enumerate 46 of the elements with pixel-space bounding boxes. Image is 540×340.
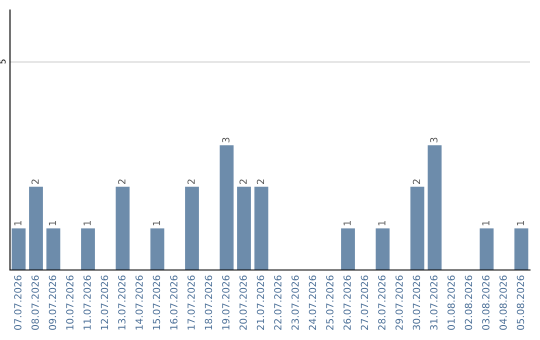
x-tick-label: 26.07.2026: [343, 275, 351, 330]
x-tick-label: 19.07.2026: [222, 275, 230, 330]
data-label: 1: [84, 221, 91, 226]
data-label: 2: [412, 180, 420, 184]
data-label: 1: [152, 221, 160, 226]
x-tick-label: 05.08.2026: [516, 275, 524, 330]
x-tick-label: 08.07.2026: [31, 275, 39, 330]
data-label: 3: [430, 138, 438, 142]
x-tick-label: 01.08.2026: [447, 275, 455, 330]
data-label: 1: [482, 221, 490, 226]
x-tick-label: 03.08.2026: [482, 275, 490, 330]
x-tick-label: 21.07.2026: [256, 275, 264, 330]
x-tick-label: 17.07.2026: [187, 275, 195, 330]
x-tick-label: 28.07.2026: [378, 275, 386, 330]
data-label: 2: [31, 180, 39, 184]
data-label: 2: [118, 180, 126, 184]
data-label: 2: [256, 180, 264, 184]
x-tick-label: 24.07.2026: [308, 275, 316, 330]
x-tick-label: 23.07.2026: [291, 275, 299, 330]
x-tick-label: 18.07.2026: [204, 275, 212, 330]
x-tick-label: 12.07.2026: [100, 275, 108, 330]
data-label: 2: [239, 180, 247, 184]
data-label: 2: [187, 180, 195, 184]
x-tick-label: 10.07.2026: [66, 275, 74, 330]
data-label: 1: [516, 221, 524, 226]
x-tick-label: 15.07.2026: [152, 275, 160, 330]
data-label: 1: [378, 221, 386, 226]
x-tick-label: 02.08.2026: [464, 275, 472, 330]
data-label: 1: [344, 221, 351, 226]
data-label: 3: [222, 138, 230, 142]
data-label: 1: [48, 221, 56, 226]
x-tick-label: 14.07.2026: [135, 275, 143, 330]
x-tick-label: 31.07.2026: [430, 275, 438, 330]
x-tick-label: 16.07.2026: [170, 275, 178, 330]
x-tick-label: 25.07.2026: [326, 275, 334, 330]
x-tick-label: 27.07.2026: [360, 275, 368, 330]
x-tick-label: 29.07.2026: [395, 275, 403, 330]
x-tick-label: 22.07.2026: [274, 275, 282, 330]
x-tick-label: 20.07.2026: [239, 275, 247, 330]
x-tick-label: 09.07.2026: [48, 275, 56, 330]
x-tick-label: 04.08.2026: [499, 275, 507, 330]
x-tick-label: 11.07.2026: [83, 275, 91, 330]
x-tick-label: 07.07.2026: [14, 275, 22, 330]
x-tick-label: 30.07.2026: [412, 275, 420, 330]
x-tick-label: 13.07.2026: [118, 275, 126, 330]
data-label: 1: [14, 221, 22, 226]
